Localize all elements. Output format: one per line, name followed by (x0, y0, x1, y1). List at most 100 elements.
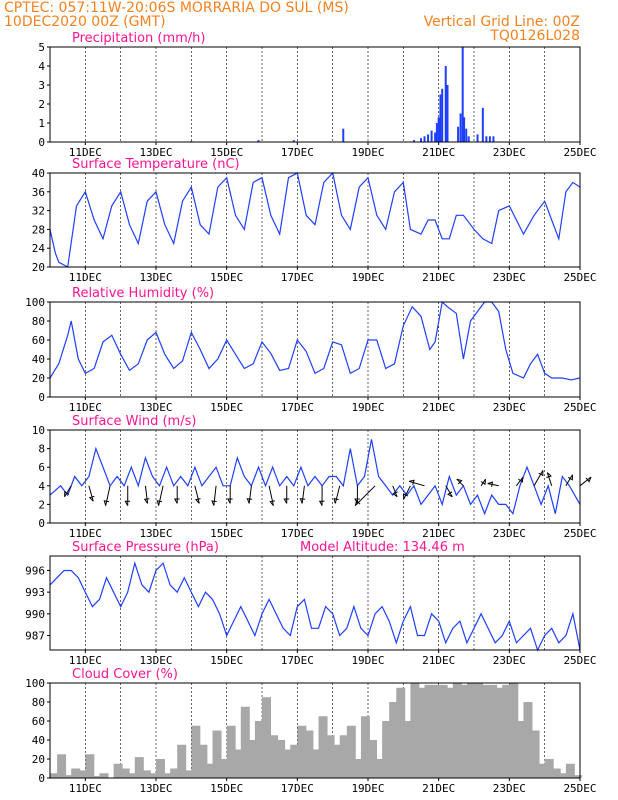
temp-xtick-label: 23DEC (493, 271, 526, 284)
precip-xtick-label: 25DEC (563, 146, 596, 159)
precip-xtick-label: 19DEC (351, 146, 384, 159)
precip-bar (430, 130, 433, 142)
precip-bar (427, 134, 430, 142)
cloud-bar (127, 773, 137, 778)
precip-xtick-label: 17DEC (281, 146, 314, 159)
precip-xtick-label: 11DEC (69, 146, 102, 159)
wind-frame (49, 429, 581, 524)
pressure-ytick-label: 996 (25, 564, 45, 577)
cloud-bar (572, 775, 582, 778)
rh-title: Relative Humidity (%) (72, 286, 214, 301)
cloud-ytick-label: 100 (25, 677, 45, 690)
wind-arrowhead (567, 474, 573, 481)
precip-bar (467, 136, 470, 142)
cloud-bar (459, 684, 469, 778)
cloud-bar (452, 683, 462, 778)
wind-xtick-label: 23DEC (493, 527, 526, 540)
wind-arrowhead (88, 495, 95, 502)
precip-bar (439, 94, 442, 142)
temp-xtick-label: 21DEC (422, 271, 455, 284)
cloud-bar (537, 763, 547, 778)
precip-bar (423, 136, 426, 142)
cloud-bar (431, 684, 441, 778)
wind-arrow (213, 485, 217, 506)
cloud-bar (368, 740, 377, 778)
cloud-bar (113, 763, 123, 778)
cloud-bar (311, 749, 321, 778)
pressure-frame (49, 555, 581, 651)
precip-bar (434, 132, 437, 142)
precip-xtick-label: 13DEC (139, 146, 172, 159)
temp-xtick-label: 11DEC (69, 271, 102, 284)
rh-ytick-label: 20 (32, 372, 45, 385)
wind-ytick-label: 6 (38, 461, 45, 474)
cloud-bar (134, 757, 144, 778)
cloud-bar (120, 768, 130, 778)
wind-arrowhead (447, 491, 453, 498)
cloud-xtick-label: 19DEC (351, 782, 384, 795)
cloud-bar (495, 687, 505, 778)
cloud-bar (551, 768, 561, 778)
precip-bar (481, 107, 484, 142)
precip-ytick-label: 3 (38, 79, 45, 92)
pressure-xtick-label: 19DEC (351, 654, 384, 667)
wind-arrow (392, 485, 398, 497)
pressure-ytick-label: 990 (25, 608, 45, 621)
cloud-bar (50, 773, 59, 778)
cloud-xtick-label: 15DEC (210, 782, 243, 795)
cloud-bar (297, 725, 307, 778)
wind-arrow (403, 485, 411, 500)
cloud-bar (523, 702, 533, 778)
precip-bar (420, 138, 422, 142)
wind-arrow (105, 485, 111, 506)
cloud-bar (184, 770, 194, 778)
rh-ytick-label: 60 (32, 334, 45, 347)
precip-bar (463, 117, 466, 142)
precip-bar (435, 123, 438, 142)
cloud-bar (148, 773, 158, 778)
rh-xtick-label: 11DEC (69, 401, 102, 414)
cloud-bar (85, 754, 95, 778)
cloud-bar (78, 770, 88, 778)
cloud-bar (530, 730, 540, 778)
temp-ytick-label: 28 (32, 223, 45, 236)
wind-arrowhead (103, 500, 110, 506)
pressure-annotation: Model Altitude: 134.46 m (300, 540, 465, 555)
cloud-bar (353, 759, 363, 778)
rh-xtick-label: 23DEC (493, 401, 526, 414)
wind-panel: 0 2 4 6 8 10 11DEC 13DEC 15DEC 17DEC 19DEC 21DEC 23D… (32, 414, 597, 540)
cloud-bar (438, 684, 448, 778)
wind-arrowhead (211, 500, 217, 506)
cloud-bar (205, 763, 215, 778)
wind-arrow (516, 476, 524, 487)
wind-arrowhead (143, 498, 150, 504)
wind-arrowhead (269, 500, 276, 506)
precip-bar (257, 140, 260, 142)
cloud-bar (99, 773, 109, 778)
precip-panel: 0 1 2 3 4 5 11DEC 13DEC 15DEC 17DEC 19DEC 21DEC 23DE… (38, 31, 596, 159)
wind-arrowhead (156, 500, 163, 506)
rh-series-line (49, 300, 581, 381)
wind-arrowhead (283, 498, 290, 504)
cloud-bar (219, 759, 229, 778)
cloud-bar (254, 721, 264, 778)
precip-bar (485, 136, 488, 142)
cloud-panel: 0 20 40 60 80 100 11DEC 13DEC 15DEC 17DEC 19DEC 21D… (25, 667, 596, 795)
cloud-ytick-label: 60 (32, 715, 45, 728)
cloud-bar (212, 730, 222, 778)
wind-xtick-label: 25DEC (563, 527, 596, 540)
wind-arrow (334, 485, 341, 504)
rh-panel: 0 20 40 60 80 100 11DEC 13DEC 15DEC 17DEC 19DEC 21D… (25, 286, 596, 414)
cloud-xtick-label: 11DEC (69, 782, 102, 795)
cloud-bar (396, 687, 406, 778)
cloud-bar (226, 725, 236, 778)
pressure-title: Surface Pressure (hPa) (72, 540, 219, 555)
cloud-bar (417, 687, 427, 778)
wind-arrowhead (546, 472, 552, 478)
precip-bar (457, 126, 460, 142)
rh-ytick-label: 40 (32, 353, 45, 366)
wind-arrow (301, 485, 305, 504)
precip-xtick-label: 15DEC (210, 146, 243, 159)
precip-bar (476, 134, 479, 142)
wind-arrowhead (226, 498, 233, 504)
